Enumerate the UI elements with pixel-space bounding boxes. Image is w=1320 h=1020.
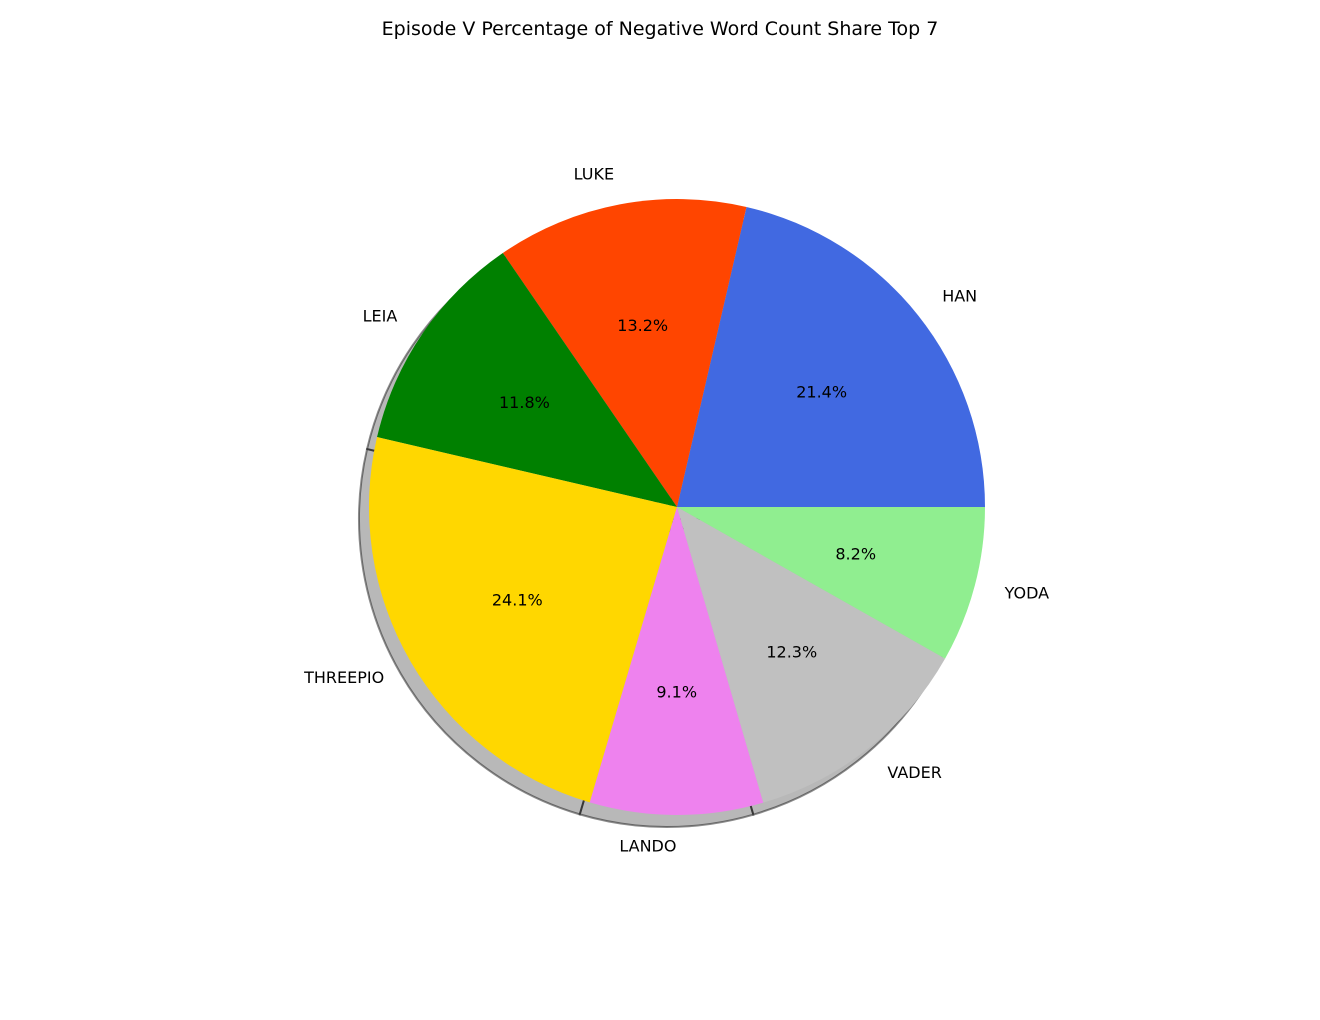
slice-han <box>677 206 985 507</box>
pct-label-lando: 9.1% <box>656 682 697 701</box>
slice-yoda <box>677 507 985 659</box>
slice-label-lando: LANDO <box>619 836 676 855</box>
pct-label-leia: 11.8% <box>499 393 550 412</box>
slice-lando <box>589 507 764 815</box>
pct-label-yoda: 8.2% <box>835 545 876 564</box>
slice-label-leia: LEIA <box>363 306 398 325</box>
slice-leia <box>377 252 677 507</box>
slice-label-han: HAN <box>942 287 977 306</box>
pct-label-vader: 12.3% <box>766 642 817 661</box>
chart-title: Episode V Percentage of Negative Word Co… <box>382 18 939 40</box>
slice-label-luke: LUKE <box>574 165 614 184</box>
slice-threepio <box>369 437 677 803</box>
pie-labels: HAN 21.4% LUKE 13.2% LEIA 11.8% THREEPIO 24.1% L… <box>303 165 1049 856</box>
slice-label-vader: VADER <box>887 763 941 782</box>
slice-luke <box>502 199 747 508</box>
slice-label-threepio: THREEPIO <box>303 668 384 687</box>
pct-label-luke: 13.2% <box>617 316 668 335</box>
pct-label-han: 21.4% <box>796 383 847 402</box>
slice-vader <box>677 507 946 803</box>
pct-label-threepio: 24.1% <box>492 590 543 609</box>
slice-label-yoda: YODA <box>1004 584 1050 603</box>
pie-slices <box>369 199 985 815</box>
